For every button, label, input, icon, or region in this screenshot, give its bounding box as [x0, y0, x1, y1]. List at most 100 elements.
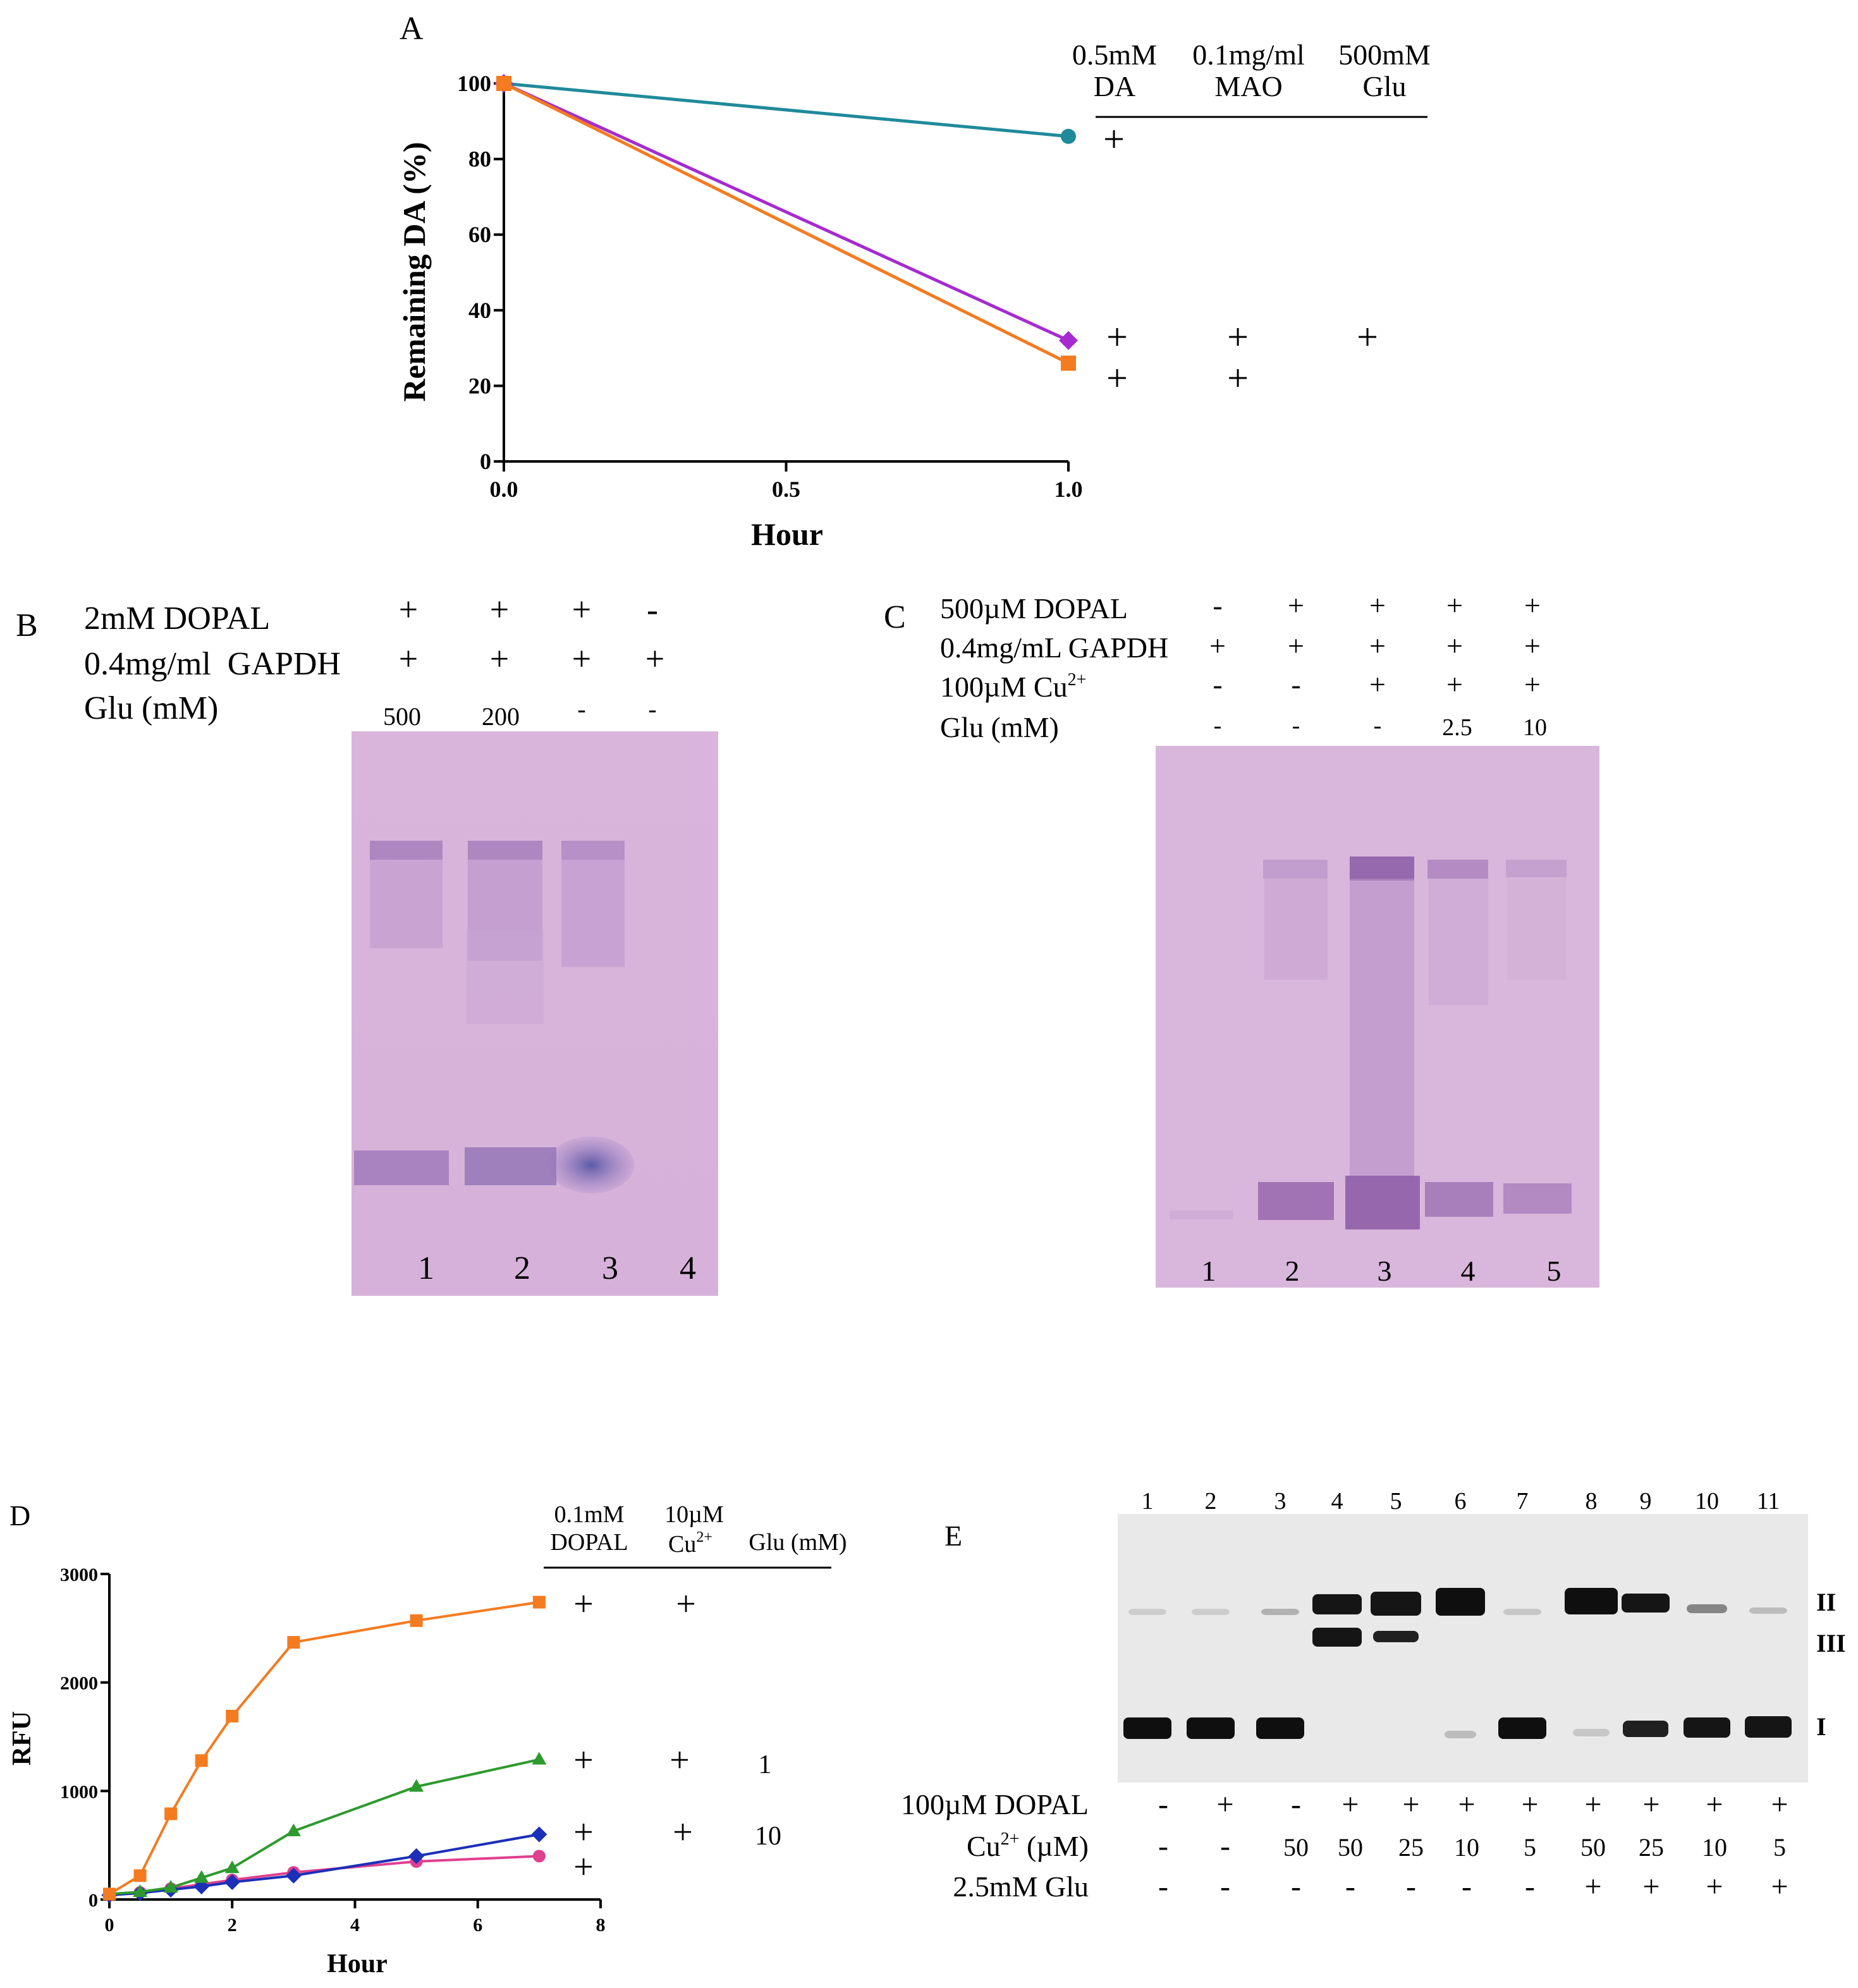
gel-band [1623, 1721, 1668, 1737]
panel-a-x-label: Hour [751, 516, 823, 552]
lane-number: 7 [1517, 1488, 1529, 1515]
series-line [108, 1601, 540, 1896]
data-point [287, 1636, 300, 1649]
gel-band [1687, 1604, 1727, 1613]
lane-number: 8 [1586, 1488, 1598, 1515]
lane-number: 3 [1274, 1488, 1287, 1515]
cond-cell: - [1462, 1870, 1472, 1903]
data-point [195, 1754, 208, 1767]
x-tick-label: 0.0 [490, 477, 518, 502]
panel-b-row-label-1: 2mM DOPAL [84, 601, 270, 637]
cond-cell: + [1227, 357, 1249, 399]
y-tick-label: 60 [468, 222, 491, 247]
x-tick-label: 0 [105, 1915, 114, 1936]
gel-band [1745, 1716, 1792, 1738]
gel-band [1503, 1609, 1541, 1615]
panel-d-glu-values: 1 10 [755, 1750, 781, 1851]
cond-cell: + [1446, 589, 1463, 621]
panel-b-row-label-3: Glu (mM) [84, 690, 218, 726]
cond-cell: + [673, 1813, 693, 1852]
panel-a-condition-rows: + + + + + + [1103, 118, 1378, 399]
lane-number: 11 [1757, 1488, 1780, 1515]
data-point [226, 1709, 239, 1723]
panel-e-row-label-2: Cu2+ (µM) [967, 1829, 1089, 1862]
panel-c-row-label-4: Glu (mM) [940, 711, 1059, 743]
data-point [410, 1614, 423, 1627]
cond-cell: - [1374, 712, 1382, 739]
panel-a-header-col2-line1: 0.1mg/ml [1192, 39, 1305, 71]
cond-cell: + [573, 1585, 594, 1624]
gel-band [1436, 1588, 1485, 1616]
panel-d: D 0 1000 2000 3000 0 2 4 6 8 Hour RFU 0.1mM DOP… [8, 1499, 847, 1979]
lane-number: 1 [418, 1250, 434, 1286]
cond-cell: - [647, 590, 658, 628]
lane-number: 5 [1390, 1488, 1402, 1515]
cond-cell: - [1406, 1870, 1416, 1903]
gel-band [1749, 1607, 1787, 1614]
panel-a-letter: A [400, 11, 424, 47]
cond-cell: - [1291, 1788, 1301, 1821]
panel-b-letter: B [16, 607, 38, 643]
data-point [532, 1752, 547, 1765]
cond-cell: + [669, 1741, 690, 1780]
panel-d-condition-rows: + + + + + + + [573, 1585, 696, 1887]
cond-cell: + [572, 640, 591, 678]
cond-cell: - [1220, 1829, 1230, 1863]
cond-cell: + [399, 590, 418, 628]
cond-cell: 10 [755, 1822, 781, 1851]
cond-cell: - [1214, 712, 1222, 739]
panel-a-header-col3-line2: Glu [1363, 70, 1407, 102]
panel-d-header-col3: Glu (mM) [749, 1529, 846, 1556]
x-tick-label: 6 [473, 1915, 482, 1936]
panel-c-gel-bands [1170, 857, 1572, 1229]
cond-cell: + [1524, 589, 1541, 621]
panel-e: E 1 2 3 4 5 6 7 8 9 10 11 II III I 100µM DOPAL Cu2… [901, 1488, 1846, 1903]
cond-cell: 500 [383, 702, 421, 731]
cond-cell: 10 [1454, 1833, 1479, 1862]
panel-a-header-col2-line2: MAO [1214, 70, 1282, 102]
lane-number: 6 [1455, 1488, 1467, 1515]
gel-band [1312, 1594, 1362, 1614]
panel-d-y-label: RFU [8, 1711, 37, 1765]
cu-superscript: 2+ [1068, 670, 1087, 690]
panel-b-row-label-2: 0.4mg/ml GAPDH [84, 646, 341, 682]
cond-cell: + [1521, 1788, 1538, 1821]
cond-cell: + [676, 1585, 696, 1624]
lane-number: 10 [1695, 1488, 1719, 1515]
panel-e-row-label-3: 2.5mM Glu [953, 1870, 1089, 1903]
data-point [532, 1850, 546, 1863]
panel-b: B 2mM DOPAL 0.4mg/ml GAPDH Glu (mM) + + … [16, 590, 718, 1296]
lane-number: 5 [1547, 1255, 1562, 1287]
lane-number: 2 [514, 1250, 530, 1286]
data-point [164, 1807, 178, 1820]
cond-cell: + [1642, 1870, 1659, 1903]
panel-e-band-labels: II III I [1816, 1588, 1846, 1741]
lane-number: 2 [1285, 1255, 1300, 1287]
data-point [496, 76, 511, 91]
gel-band [1373, 1631, 1419, 1642]
cu-label: Cu [967, 1830, 1001, 1862]
cond-cell: + [399, 640, 418, 678]
cond-cell: + [1706, 1788, 1723, 1821]
cond-cell: + [572, 590, 591, 628]
x-tick-label: 8 [596, 1915, 606, 1936]
lane-number: 9 [1640, 1488, 1652, 1515]
data-point [163, 1880, 178, 1893]
cond-cell: 50 [1283, 1833, 1309, 1862]
cond-cell: + [1369, 589, 1386, 621]
cu-superscript: 2+ [1001, 1829, 1020, 1849]
panel-e-letter: E [944, 1520, 962, 1552]
data-point [133, 1884, 148, 1897]
data-point [133, 1869, 147, 1882]
cond-cell: - [1345, 1870, 1355, 1903]
y-tick-label: 40 [468, 298, 491, 323]
cond-cell: + [1771, 1870, 1788, 1903]
cond-cell: + [1288, 589, 1304, 621]
panel-a-y-ticks: 0 20 40 60 80 100 [457, 71, 504, 474]
y-tick-label: 80 [468, 147, 491, 172]
gel-band [1123, 1717, 1171, 1739]
panel-a-x-ticks: 0.0 0.5 1.0 [490, 461, 1083, 502]
cu-unit: (µM) [1019, 1830, 1089, 1862]
gel-band [1684, 1717, 1730, 1738]
cond-cell: - [1525, 1870, 1535, 1903]
